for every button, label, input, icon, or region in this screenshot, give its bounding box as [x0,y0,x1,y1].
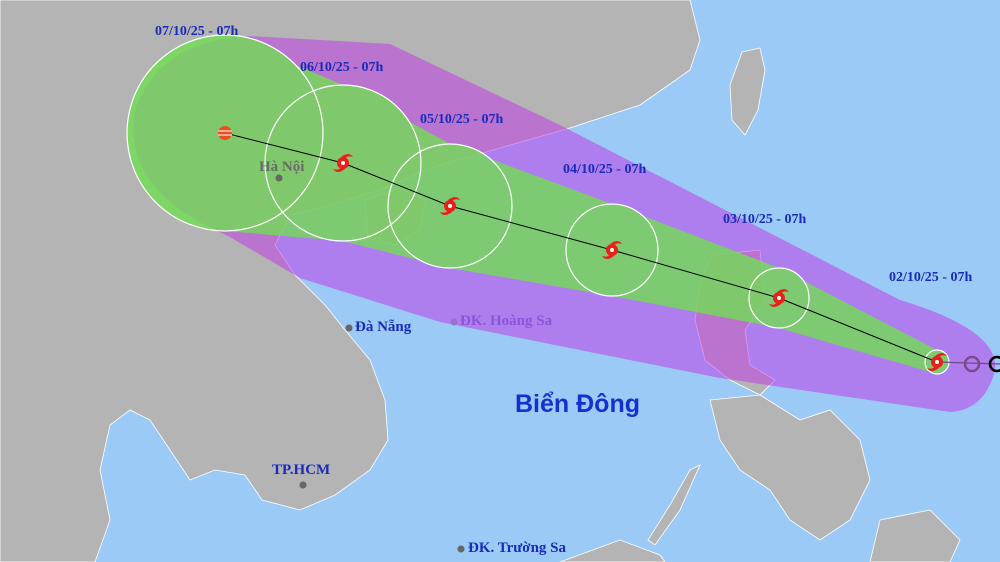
typhoon-eye [341,161,345,165]
danang-label: Đà Nẵng [355,319,412,335]
forecast-circle [565,203,659,297]
typhoon-arms [602,241,622,259]
forecast-circle [264,84,422,242]
forecast-label: 06/10/25 - 07h [300,60,384,75]
truongsa-marker [457,545,465,553]
forecast-circle [387,143,513,269]
forecast-label: 02/10/25 - 07h [889,270,973,285]
philippine-islands [709,394,871,541]
typhoon-icon [769,289,789,307]
depression-dot [218,126,232,140]
past-position-icon [963,355,981,373]
past-position-icon [988,355,1000,373]
sea-label: Biển Đông [515,390,640,418]
typhoon-arms [769,289,789,307]
typhoon-icon [602,241,622,259]
hoangsa-marker [450,318,458,326]
forecast-label: 03/10/25 - 07h [723,212,807,227]
typhoon-icon [333,154,353,172]
hcm-label: TP.HCM [272,462,331,478]
forecast-circles [126,34,950,375]
forecast-label: 07/10/25 - 07h [155,24,239,39]
hanoi-marker [275,174,283,182]
typhoon-icon [927,353,947,371]
typhoon-arms [927,353,947,371]
typhoon-eye [935,360,939,364]
typhoon-eye [448,204,452,208]
mindanao [869,509,961,562]
borneo [559,539,666,562]
truongsa-label: ĐK. Trường Sa [468,540,567,556]
palawan [647,464,701,546]
forecast-circle [748,267,810,329]
typhoon-icon [440,197,460,215]
hcm-marker [299,481,307,489]
danang-marker [345,324,353,332]
typhoon-eye [777,296,781,300]
typhoon-arms [440,197,460,215]
hoangsa-label: ĐK. Hoàng Sa [460,313,553,329]
typhoon-eye [610,248,614,252]
track-line [224,132,938,363]
tropical-depression-icon [218,126,232,140]
place-markers [275,174,465,553]
forecast-circle [126,34,324,232]
forecast-label: 04/10/25 - 07h [563,162,647,177]
hanoi-label: Hà Nội [259,159,305,175]
taiwan [729,47,766,136]
forecast-label: 05/10/25 - 07h [420,112,504,127]
typhoon-arms [333,154,353,172]
